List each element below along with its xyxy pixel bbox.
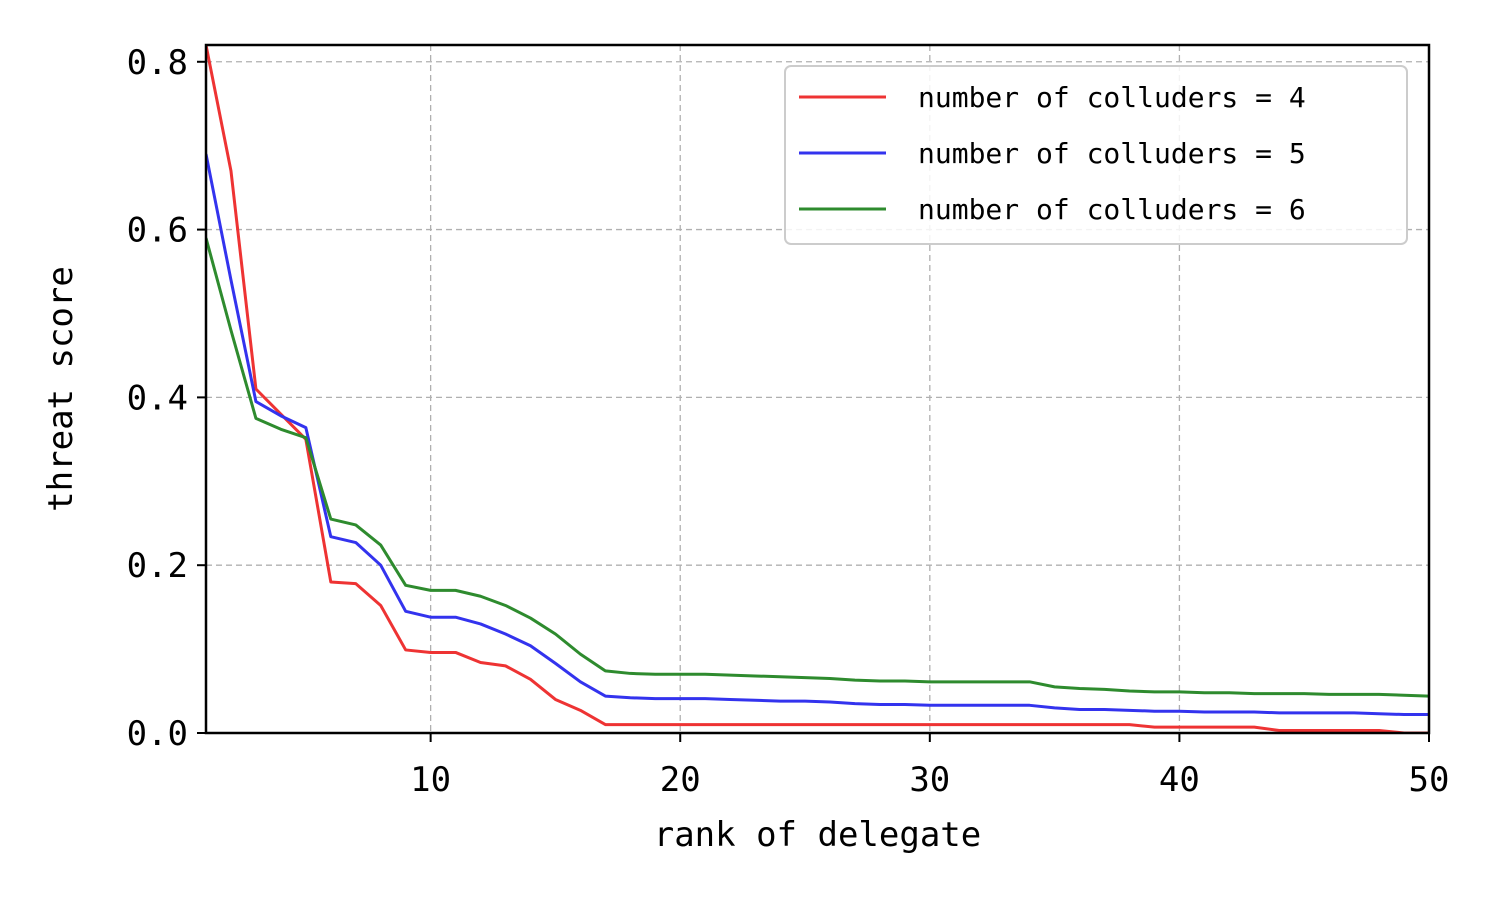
y-axis: 0.0 0.2 0.4 0.6 0.8: [127, 43, 206, 754]
y-tick-label: 0.6: [127, 211, 188, 251]
x-tick-label: 40: [1159, 760, 1200, 800]
legend-box: [784, 65, 1408, 245]
plot-frame: [204, 43, 1431, 735]
y-tick-label: 0.8: [127, 43, 188, 83]
y-axis-label: threat score: [41, 266, 81, 512]
y-tick-label: 0.0: [127, 714, 188, 754]
legend-label-1: number of colluders = 4: [918, 81, 1306, 114]
series-line-1: [206, 45, 1429, 733]
series-lines: [206, 45, 1429, 733]
x-tick-label: 10: [410, 760, 451, 800]
legend-items: number of colluders = 4 number of collude…: [799, 81, 1306, 226]
x-tick-label: 30: [909, 760, 950, 800]
series-line-2: [206, 153, 1429, 717]
legend: number of colluders = 4 number of collude…: [784, 65, 1408, 245]
series-line-3: [206, 237, 1429, 698]
x-axis: 10 20 30 40 50: [410, 733, 1449, 800]
y-tick-label: 0.4: [127, 378, 188, 418]
x-axis-label: rank of delegate: [654, 815, 982, 855]
legend-label-2: number of colluders = 5: [918, 137, 1306, 170]
x-tick-label: 50: [1409, 760, 1450, 800]
x-tick-label: 20: [660, 760, 701, 800]
y-tick-label: 0.2: [127, 546, 188, 586]
legend-label-3: number of colluders = 6: [918, 193, 1306, 226]
